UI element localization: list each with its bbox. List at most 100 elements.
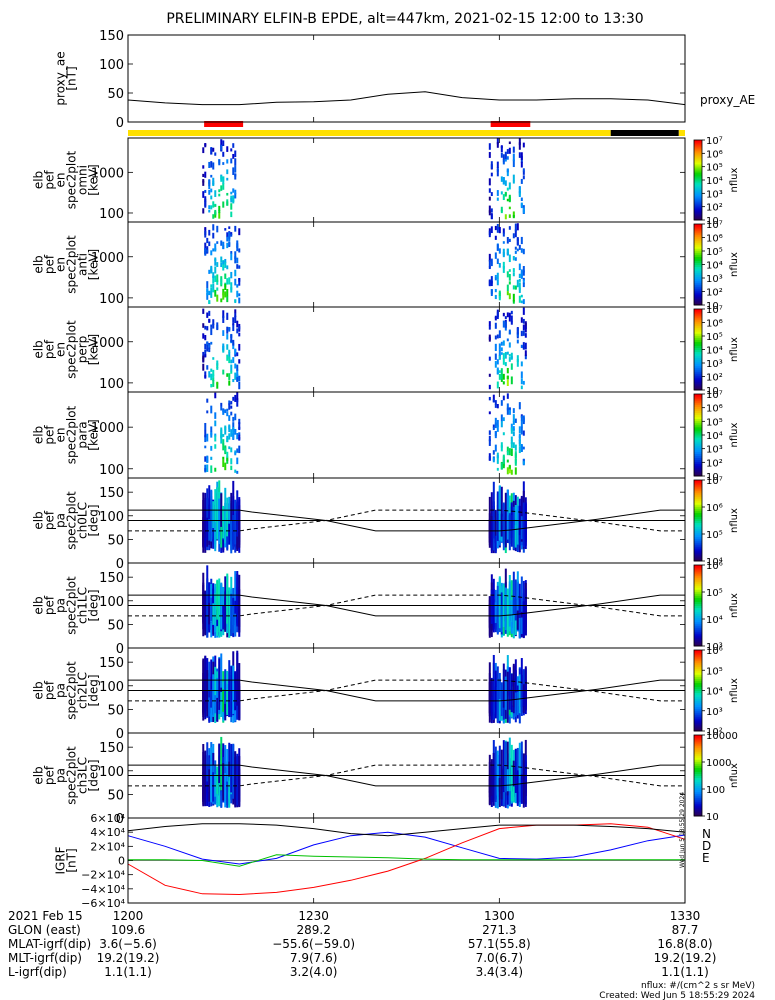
spectrogram-cell: [212, 272, 215, 279]
spectrogram-cell: [230, 233, 233, 237]
colorbar-cell: [694, 530, 702, 534]
spectrogram-cell: [500, 376, 503, 380]
spectrogram-cell: [510, 427, 513, 434]
colorbar-cell: [694, 449, 702, 452]
colorbar-cell: [694, 556, 702, 560]
spectrogram-cell: [492, 701, 495, 720]
colorbar-cell: [694, 680, 702, 683]
colorbar-cell: [694, 684, 702, 687]
spectrogram-cell: [226, 278, 229, 285]
colorbar-cell: [694, 355, 702, 359]
colorbar-cell: [694, 394, 702, 397]
spectrogram-cell: [500, 442, 503, 448]
spectrogram-cell: [212, 379, 215, 387]
spectrogram-cell: [230, 359, 233, 364]
y-axis-label: elb: [32, 340, 46, 358]
colorbar-cell: [694, 579, 702, 582]
spectrogram-cell: [506, 459, 509, 463]
spectrogram-cell: [220, 784, 223, 808]
spectrogram-cell: [214, 433, 217, 437]
y-tick-label: 100: [99, 207, 124, 222]
spectrogram-cell: [502, 266, 505, 273]
spectrogram-cell: [234, 691, 237, 707]
spectrogram-cell: [204, 231, 207, 238]
colorbar-cell: [694, 250, 702, 253]
spectrogram-cell: [234, 372, 237, 380]
spectrogram-cell: [520, 197, 523, 202]
spectrogram-cell: [204, 434, 207, 443]
spectrogram-cell: [502, 619, 505, 635]
spectrogram-cell: [500, 414, 503, 422]
spectrogram-cell: [214, 522, 217, 552]
y-tick-label: 150: [99, 741, 124, 756]
y-tick-label: 6×10⁴: [90, 812, 125, 825]
spectrogram-cell: [214, 592, 217, 626]
spectrogram-cell: [216, 381, 219, 385]
colorbar-cell: [694, 264, 702, 268]
spectrogram-cell: [518, 152, 521, 158]
y-tick-label: 100: [99, 292, 124, 307]
spectrogram-cell: [502, 417, 505, 422]
spectrogram-cell: [208, 519, 211, 541]
ephemeris-label: MLT-igrf(dip): [8, 951, 82, 965]
spectrogram-cell: [216, 225, 219, 233]
spectrogram-cell: [494, 417, 497, 426]
spectrogram-cell: [496, 491, 499, 541]
colorbar-cell: [694, 737, 702, 740]
ephemeris-row: 2021 Feb 15 1200 1230 1300 1330: [8, 909, 700, 923]
spectrogram-cell: [216, 697, 219, 722]
spectrogram-cell: [496, 359, 499, 365]
spectrogram-cell: [230, 370, 233, 374]
colorbar-cell: [694, 745, 702, 748]
y-tick-label: 1000: [91, 336, 124, 351]
spectrogram-cell: [228, 415, 231, 421]
colorbar-cell: [694, 528, 702, 532]
spectrogram-cell: [210, 195, 213, 200]
colorbar-cell: [694, 162, 702, 165]
spectrogram-cell: [212, 374, 215, 379]
spectrogram-cell: [512, 159, 515, 168]
colorbar-cell: [694, 182, 702, 185]
colorbar-cell: [694, 593, 702, 596]
spectrogram-cell: [488, 325, 491, 330]
spectrogram-cell: [210, 205, 213, 210]
spectrogram-cell: [504, 151, 507, 160]
spectrogram-cell: [506, 407, 509, 415]
spectrogram-cell: [224, 462, 227, 471]
spectrogram-cell: [504, 326, 507, 331]
spectrogram-cell: [506, 403, 509, 411]
spectrogram-cell: [218, 205, 221, 212]
y-axis-label: spec2plot: [65, 405, 79, 464]
loss-cone-line: [128, 679, 685, 702]
spectrogram-cell: [214, 666, 217, 724]
spectrogram-cell: [506, 450, 509, 456]
colorbar-tick-label: 10²: [706, 458, 723, 469]
colorbar-cell: [694, 807, 702, 811]
colorbar-tick-label: 10⁵: [706, 588, 723, 599]
colorbar-tick-label: 10⁶: [706, 149, 723, 160]
spectrogram-cell: [204, 171, 207, 178]
colorbar-label: nflux: [729, 763, 740, 788]
y-axis-label: pef: [43, 254, 57, 274]
spectrogram-cell: [516, 241, 519, 245]
spectrogram-cell: [210, 287, 213, 292]
colorbar-cell: [694, 522, 702, 526]
colorbar-cell: [694, 228, 702, 231]
colorbar-cell: [694, 512, 702, 515]
ephemeris-value: 1330: [670, 909, 701, 923]
spectrogram-cell: [236, 352, 239, 357]
colorbar-cell: [694, 502, 702, 505]
spectrogram-cell: [204, 785, 207, 807]
spectrogram-cell: [230, 158, 233, 164]
spectrogram-cell: [522, 248, 525, 255]
spectrogram-cell: [226, 169, 229, 175]
colorbar-cell: [694, 335, 702, 338]
spectrogram-cell: [206, 455, 209, 463]
spectrogram-cell: [498, 248, 501, 254]
spectrogram-cell: [504, 362, 507, 367]
colorbar-cell: [694, 546, 702, 550]
y-tick-label: 1000: [91, 251, 124, 266]
colorbar-tick-label: 10⁶: [706, 234, 723, 245]
spectrogram-cell: [206, 312, 209, 318]
